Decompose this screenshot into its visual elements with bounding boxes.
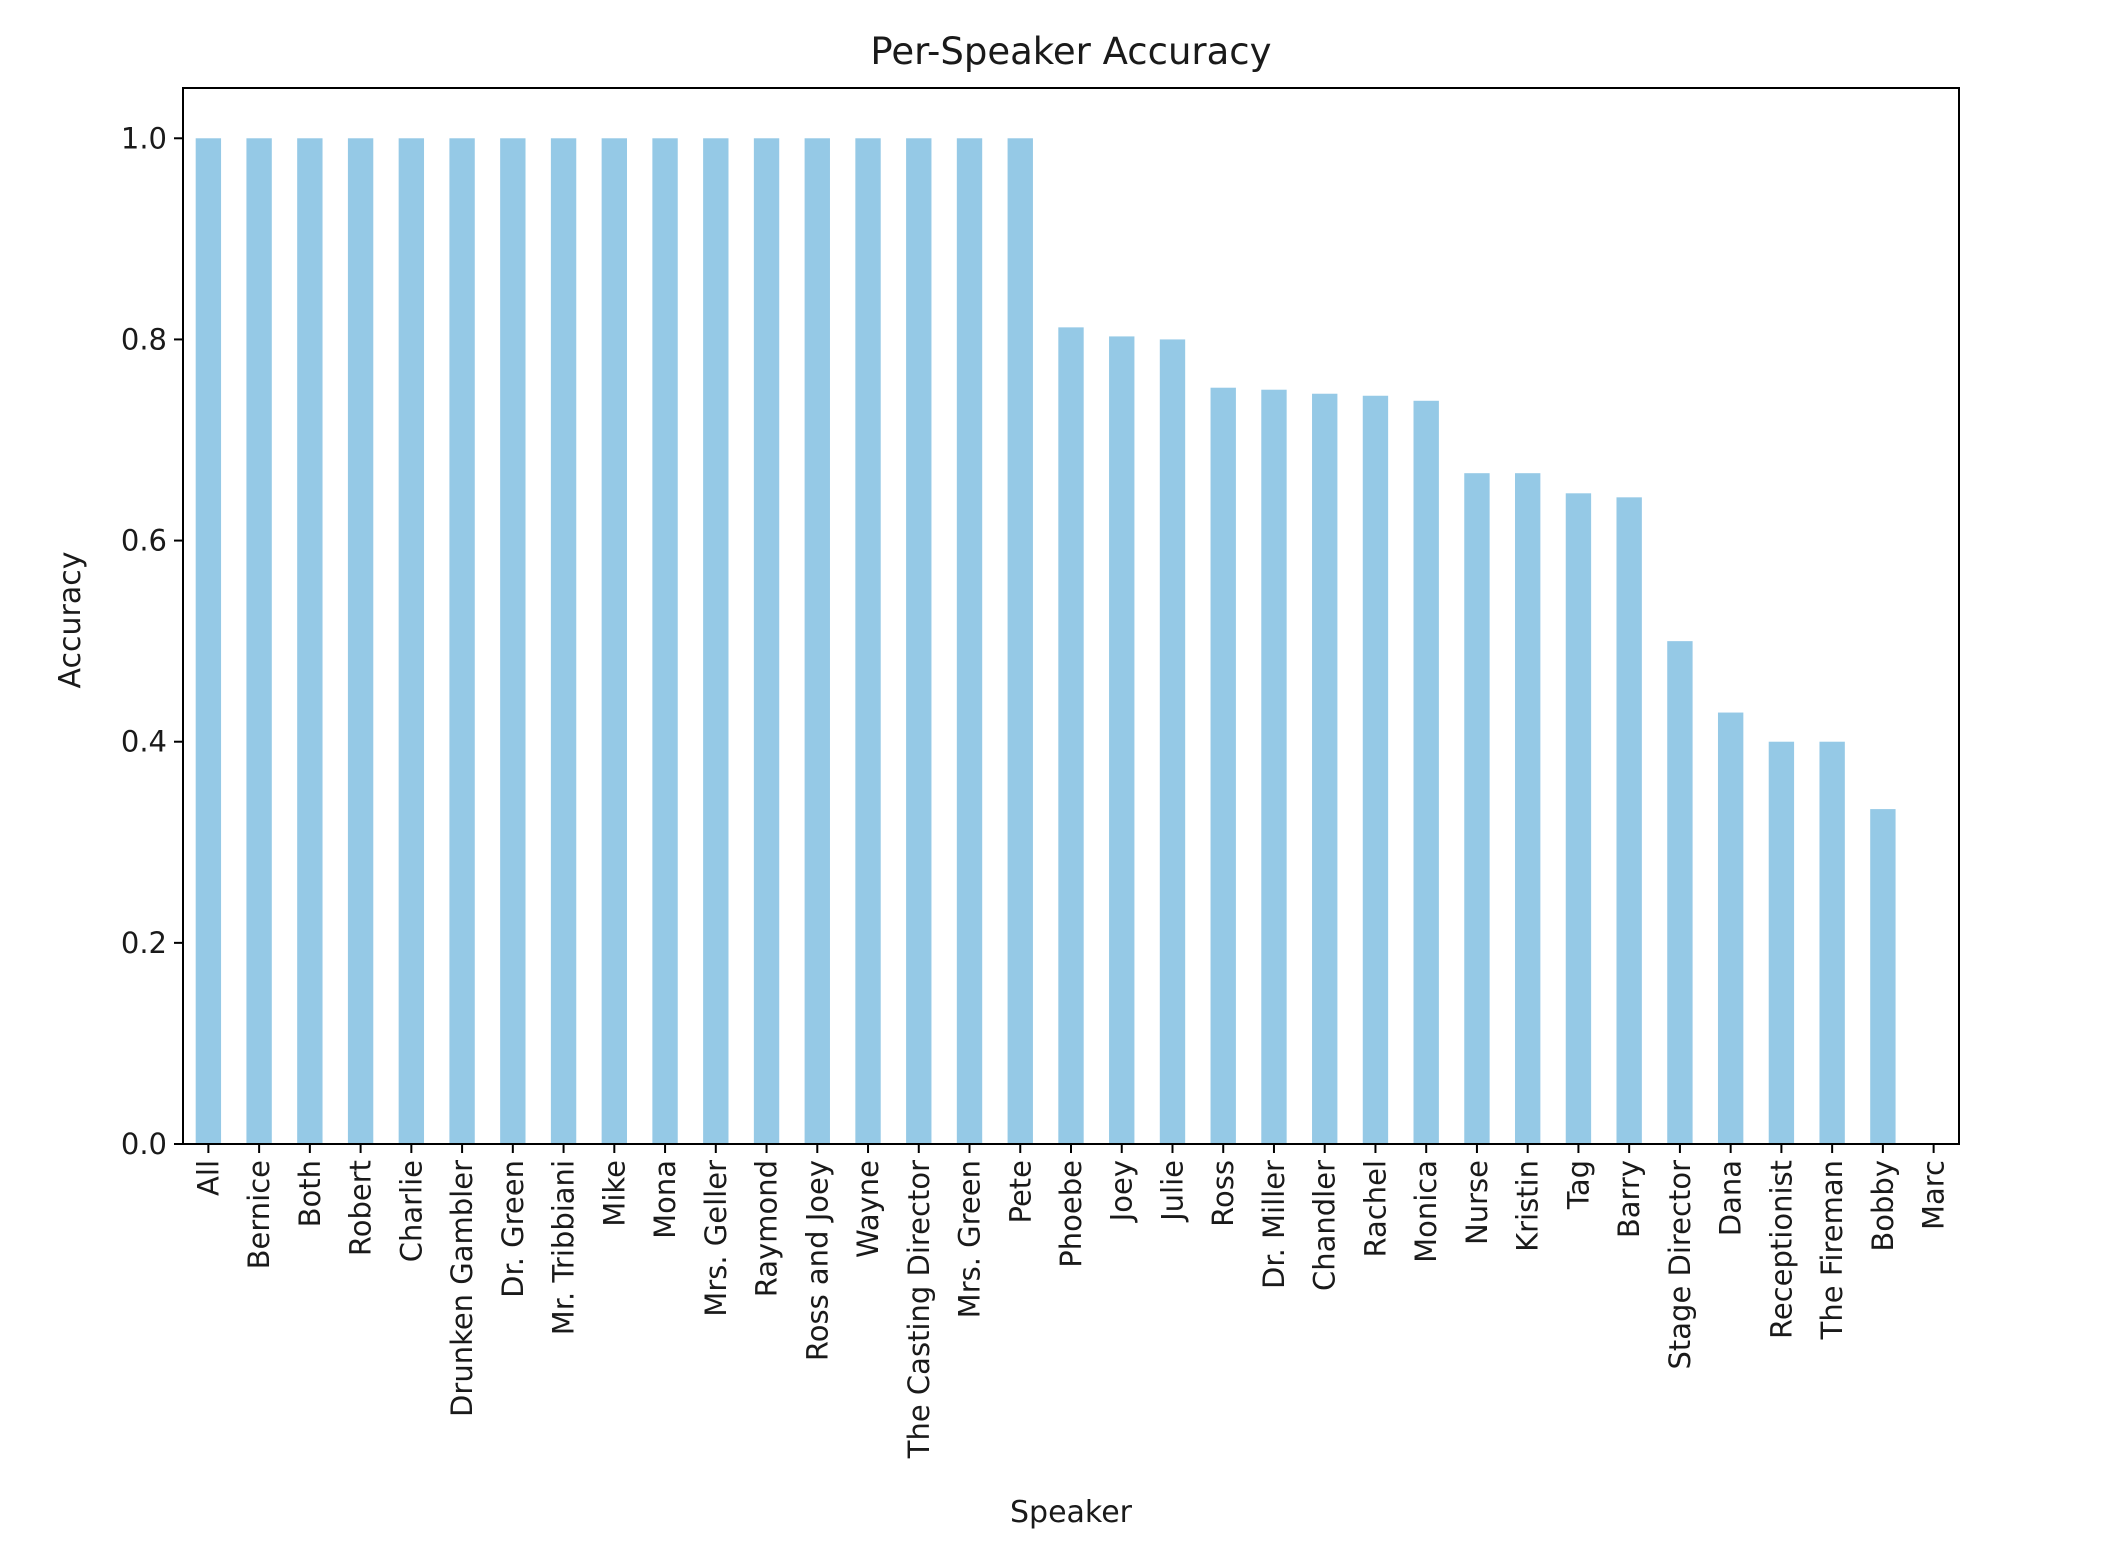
bar-nurse [1464,473,1490,1144]
bar-all [195,138,222,1145]
y-tick-label: 1.0 [121,121,167,155]
x-tick-label: Tag [1561,1160,1595,1210]
bar-the-fireman [1819,741,1845,1144]
x-tick-label: Bobby [1866,1160,1900,1252]
y-axis-label: Accuracy [53,552,88,689]
y-tick-label: 0.0 [121,1127,167,1161]
x-tick-label: Dana [1714,1160,1748,1236]
x-tick-label: Wayne [851,1160,885,1258]
x-tick-label: Stage Director [1663,1160,1697,1370]
bar-mrs-geller [703,138,729,1145]
bar-joey [1109,336,1135,1144]
x-tick-label: Joey [1105,1160,1139,1223]
bar-the-casting-director [906,138,932,1145]
x-tick-label: Kristin [1511,1160,1545,1252]
y-tick-label: 0.6 [121,524,167,558]
x-tick-label: Raymond [750,1160,784,1297]
y-tick-label: 0.8 [121,322,167,356]
bar-rachel [1362,395,1389,1145]
bar-mona [652,138,678,1145]
x-tick-label: The Fireman [1815,1160,1849,1340]
x-tick-label: Receptionist [1764,1160,1798,1339]
bar-ross [1210,387,1236,1144]
bar-dana [1717,712,1744,1144]
bar-raymond [753,138,780,1145]
bar-charlie [398,138,425,1145]
bar-robert [347,138,374,1145]
x-tick-label: Both [293,1160,327,1227]
x-axis-label: Speaker [1010,1495,1133,1530]
x-tick-label: Mrs. Geller [699,1160,733,1317]
bar-dr-green [500,138,526,1145]
bar-kristin [1515,473,1541,1144]
x-tick-label: The Casting Director [902,1160,936,1459]
bar-pete [1007,138,1033,1145]
bar-dr-miller [1261,389,1287,1144]
x-tick-label: Pete [1003,1160,1037,1224]
bar-receptionist [1768,741,1795,1144]
x-axis: All Bernice Both Robert Charlie Drunken Gambl… [191,1144,1951,1459]
x-tick-label: Julie [1155,1160,1189,1223]
x-tick-label: Mr. Tribbiani [547,1160,581,1335]
bar-chandler [1312,393,1338,1144]
x-tick-label: Dr. Miller [1257,1160,1291,1289]
bar-mrs-green [956,138,983,1145]
bar-drunken-gambler [449,138,475,1145]
x-tick-label: Mike [597,1160,631,1227]
x-tick-label: Chandler [1308,1160,1342,1291]
bar-bernice [246,138,272,1145]
x-tick-label: Charlie [394,1160,428,1262]
x-tick-label: Mrs. Green [953,1160,987,1318]
bar-barry [1616,497,1642,1145]
y-axis: 0.0 0.2 0.4 0.6 0.8 1.0 [121,121,183,1161]
bar-monica [1413,400,1439,1145]
bar-mike [601,138,627,1145]
x-tick-label: Phoebe [1054,1160,1088,1268]
plot-frame [182,87,1960,1145]
bar-mr-tribbiani [550,138,577,1145]
x-tick-label: Barry [1612,1160,1646,1238]
x-tick-label: All [191,1160,225,1196]
chart-title: Per-Speaker Accuracy [870,30,1271,73]
bar-stage-director [1667,641,1693,1144]
x-tick-label: Nurse [1460,1160,1494,1245]
bar-wayne [855,138,881,1145]
x-tick-label: Drunken Gambler [445,1160,479,1417]
x-tick-label: Robert [344,1160,378,1256]
bar-group [195,138,1896,1145]
y-tick-label: 0.2 [121,926,167,960]
x-tick-label: Marc [1917,1160,1951,1230]
bar-bobby [1870,809,1896,1144]
bar-phoebe [1058,327,1084,1144]
bar-julie [1159,339,1186,1144]
x-tick-label: Bernice [242,1160,276,1269]
x-tick-label: Dr. Green [496,1160,530,1298]
x-tick-label: Monica [1409,1160,1443,1263]
y-tick-label: 0.4 [121,725,167,759]
bar-tag [1565,493,1592,1144]
x-tick-label: Rachel [1358,1160,1392,1258]
bar-both [297,138,323,1145]
x-tick-label: Ross and Joey [800,1160,834,1361]
x-tick-label: Mona [648,1160,682,1239]
bar-ross-and-joey [804,138,830,1145]
x-tick-label: Ross [1206,1160,1240,1227]
